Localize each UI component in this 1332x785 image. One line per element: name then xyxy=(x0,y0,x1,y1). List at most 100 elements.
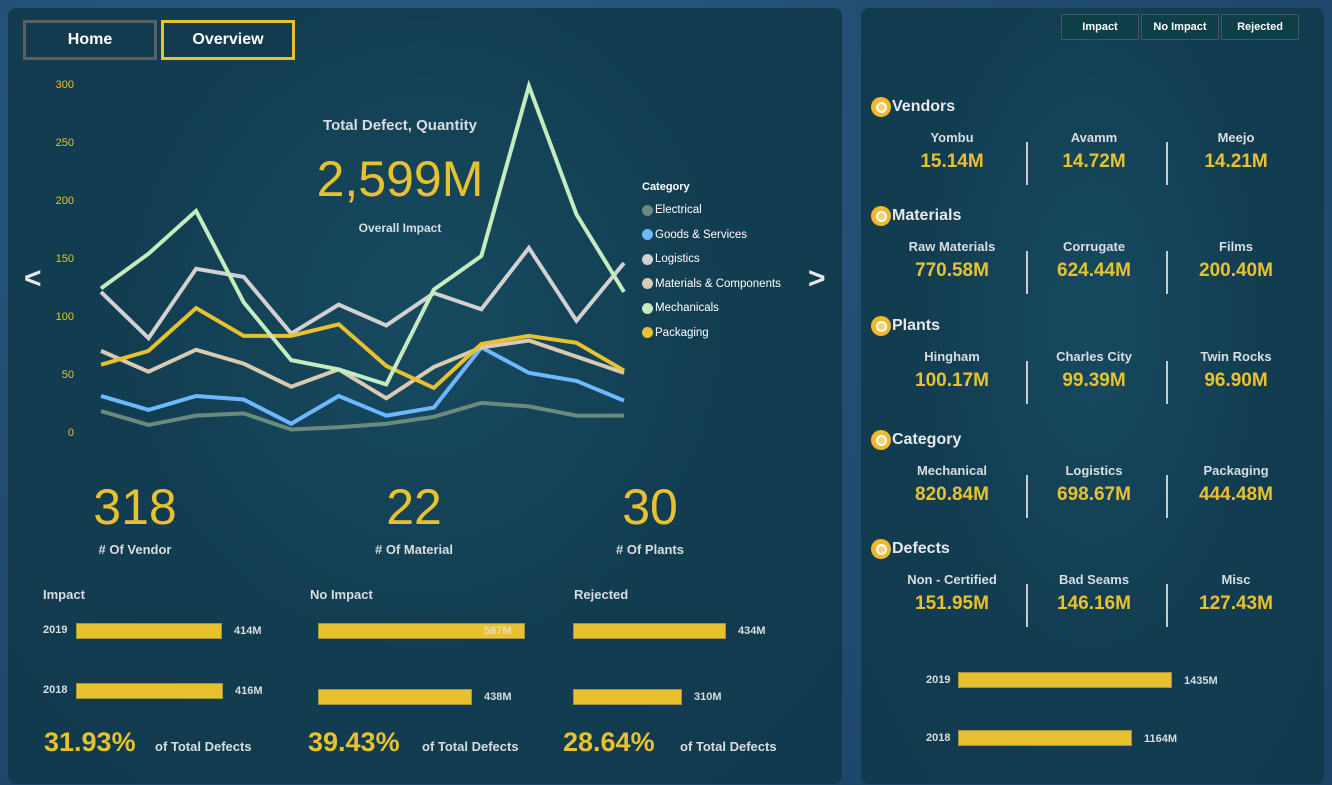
material-count: 22 xyxy=(386,479,442,535)
bar-group-title: Impact xyxy=(43,587,85,602)
legend-item[interactable]: Packaging xyxy=(642,321,781,346)
target-icon xyxy=(871,206,891,226)
year-label: 2019 xyxy=(43,624,68,636)
metric-value: 698.67M xyxy=(1057,484,1131,505)
metric-name: Yombu xyxy=(930,130,974,145)
divider xyxy=(1166,361,1168,404)
series-line-materials-components xyxy=(100,338,625,401)
metric: Misc 127.43M xyxy=(1166,572,1306,615)
divider xyxy=(1166,251,1168,294)
metric-value: 820.84M xyxy=(915,484,989,505)
legend-label: Goods & Services xyxy=(655,228,748,241)
target-icon xyxy=(871,430,891,450)
legend-dot-icon xyxy=(642,278,653,290)
metric-value: 14.72M xyxy=(1062,151,1126,172)
metric: Raw Materials 770.58M xyxy=(882,239,1022,282)
bar xyxy=(318,623,525,639)
metric-name: Logistics xyxy=(1065,463,1123,478)
metric-value: 100.17M xyxy=(915,370,989,391)
divider xyxy=(1026,584,1028,627)
right-panel xyxy=(861,8,1324,784)
legend-label: Mechanicals xyxy=(655,302,719,315)
metric-value: 444.48M xyxy=(1199,484,1273,505)
home-button[interactable]: Home xyxy=(23,20,157,60)
metric: Meejo 14.21M xyxy=(1166,130,1306,173)
metric-name: Packaging xyxy=(1203,463,1269,478)
legend-item[interactable]: Mechanicals xyxy=(642,296,781,321)
bar-group-title: Rejected xyxy=(574,587,629,602)
section-title: Vendors xyxy=(892,98,956,115)
kpi-value: 2,599M xyxy=(316,151,484,207)
bar xyxy=(573,623,726,639)
divider xyxy=(1166,142,1168,185)
percent-label: of Total Defects xyxy=(422,739,519,754)
bar-group-title: No Impact xyxy=(310,587,373,602)
bar xyxy=(76,623,222,639)
metric-name: Meejo xyxy=(1217,130,1255,145)
percent-label: of Total Defects xyxy=(680,739,777,754)
prev-arrow-icon[interactable]: < xyxy=(24,262,42,295)
y-tick-label: 200 xyxy=(55,195,74,207)
year-label: 2019 xyxy=(926,674,951,686)
filter-impact-button[interactable]: Impact xyxy=(1061,14,1139,40)
metric-value: 200.40M xyxy=(1199,260,1273,281)
metric-name: Films xyxy=(1219,239,1253,254)
section-vendors: Vendors xyxy=(871,97,955,117)
metric: Mechanical 820.84M xyxy=(882,463,1022,506)
percent-label: of Total Defects xyxy=(155,739,252,754)
metric-name: Twin Rocks xyxy=(1200,349,1272,364)
legend-label: Logistics xyxy=(655,253,700,266)
metric: Packaging 444.48M xyxy=(1166,463,1306,506)
chart-legend: Category Electrical Goods & Services Logis… xyxy=(642,181,781,345)
metric: Bad Seams 146.16M xyxy=(1024,572,1164,615)
legend-item[interactable]: Materials & Components xyxy=(642,272,781,297)
metric-name: Corrugate xyxy=(1062,239,1126,254)
bar-value-label: 416M xyxy=(235,685,263,697)
next-arrow-icon[interactable]: > xyxy=(808,262,826,295)
y-tick-label: 0 xyxy=(67,427,74,439)
metric-name: Non - Certified xyxy=(907,572,997,587)
metric-name: Mechanical xyxy=(916,463,988,478)
metric: Non - Certified 151.95M xyxy=(882,572,1022,615)
legend-item[interactable]: Electrical xyxy=(642,198,781,223)
vendor-count: 318 xyxy=(93,479,177,535)
metric: Avamm 14.72M xyxy=(1024,130,1164,173)
metric-value: 127.43M xyxy=(1199,593,1273,614)
filter-rejected-button[interactable]: Rejected xyxy=(1221,14,1299,40)
y-tick-label: 150 xyxy=(55,253,74,265)
year-total-label: 1435M xyxy=(1184,675,1218,687)
metric-value: 770.58M xyxy=(915,260,989,281)
percent-of-total: 28.64% xyxy=(563,727,655,757)
percent-of-total: 39.43% xyxy=(308,727,400,757)
legend-dot-icon xyxy=(642,229,653,241)
series-line-mechanicals xyxy=(99,79,626,387)
metric-value: 96.90M xyxy=(1204,370,1268,391)
legend-dot-icon xyxy=(642,253,653,265)
year-total-bar xyxy=(958,730,1132,746)
series-line-logistics xyxy=(99,244,626,342)
legend-title: Category xyxy=(642,181,690,193)
metric: Charles City 99.39M xyxy=(1024,349,1164,392)
divider xyxy=(1026,475,1028,518)
bar xyxy=(318,689,472,705)
legend-label: Materials & Components xyxy=(655,277,781,290)
legend-item[interactable]: Logistics xyxy=(642,247,781,272)
metric: Twin Rocks 96.90M xyxy=(1166,349,1306,392)
overview-button[interactable]: Overview xyxy=(161,20,295,60)
metric-name: Misc xyxy=(1221,572,1251,587)
year-label: 2018 xyxy=(926,732,951,744)
y-tick-label: 50 xyxy=(61,369,74,381)
y-tick-label: 300 xyxy=(55,79,74,91)
target-icon xyxy=(871,316,891,336)
y-tick-label: 100 xyxy=(55,311,74,323)
metric: Logistics 698.67M xyxy=(1024,463,1164,506)
filter-no-impact-button[interactable]: No Impact xyxy=(1141,14,1219,40)
metric: Yombu 15.14M xyxy=(882,130,1022,173)
metric-value: 14.21M xyxy=(1204,151,1268,172)
kpi-title: Total Defect, Quantity xyxy=(323,117,477,134)
legend-item[interactable]: Goods & Services xyxy=(642,223,781,248)
plant-count-label: # Of Plants xyxy=(616,542,684,557)
kpi-subtitle: Overall Impact xyxy=(358,221,442,235)
divider xyxy=(1166,475,1168,518)
year-total-label: 1164M xyxy=(1144,733,1178,745)
